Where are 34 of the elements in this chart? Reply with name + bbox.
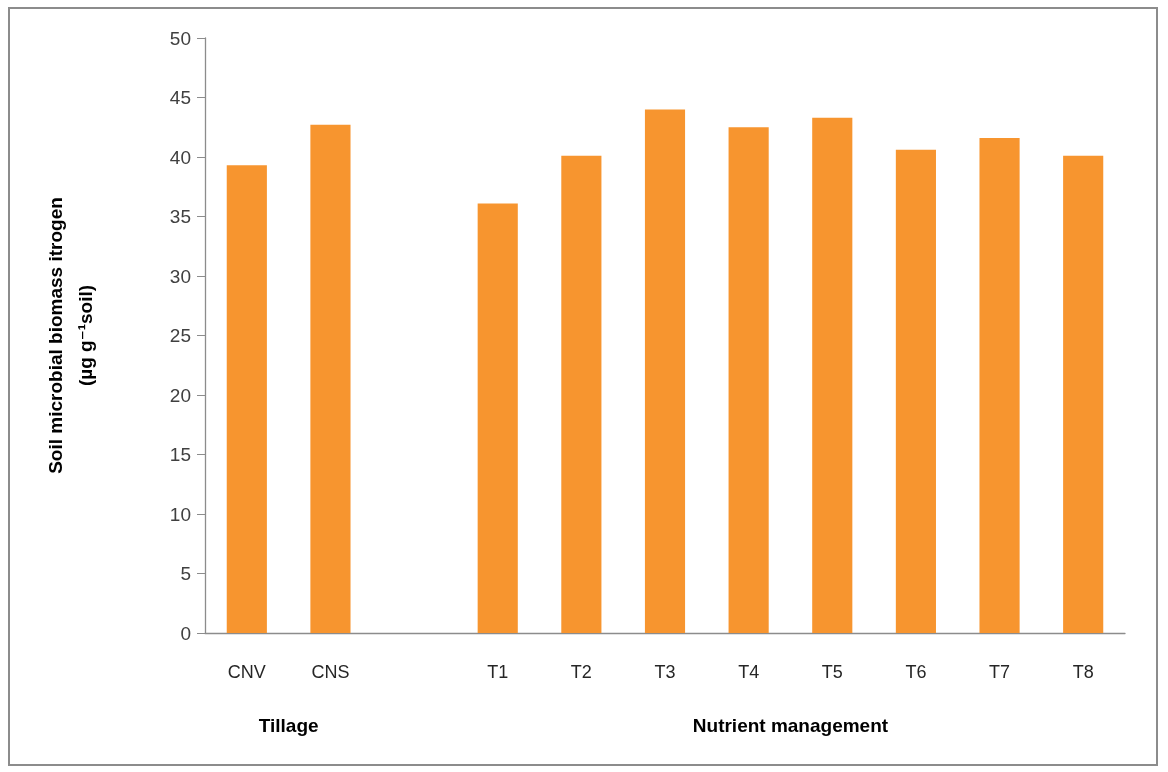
x-tick-label: T3 xyxy=(654,662,676,682)
y-tick-label: 15 xyxy=(169,444,191,465)
y-tick-label: 30 xyxy=(169,265,191,287)
y-tick-label: 40 xyxy=(169,146,191,168)
bar xyxy=(1063,155,1104,633)
bar xyxy=(979,137,1020,633)
y-tick-label: 10 xyxy=(169,503,191,525)
y-tick-label: 25 xyxy=(169,325,191,346)
y-tick-label: 0 xyxy=(180,622,191,644)
x-tick-label: T8 xyxy=(1072,662,1094,682)
x-tick-label: T6 xyxy=(905,662,927,682)
text: Tillage xyxy=(258,714,319,736)
y-tick-label: 45 xyxy=(169,87,191,108)
y-tick-label: 50 xyxy=(169,27,191,49)
bar xyxy=(644,109,686,633)
bar xyxy=(561,155,602,633)
x-tick-label: T5 xyxy=(821,662,843,682)
text: Nutrient management xyxy=(692,714,889,736)
bar xyxy=(477,203,518,633)
x-tick-label: T2 xyxy=(570,662,592,682)
x-tick-label: T7 xyxy=(989,662,1011,682)
y-tick-label: 5 xyxy=(180,563,191,584)
bar xyxy=(728,127,769,633)
bar xyxy=(310,124,351,633)
y-axis-title: Soil microbial biomass itrogen (µg g⁻¹soil) xyxy=(44,197,96,474)
bar xyxy=(812,117,853,633)
x-tick-label: CNV xyxy=(227,662,266,682)
x-tick-label: T4 xyxy=(738,662,760,682)
y-tick-label: 35 xyxy=(169,206,191,227)
bar xyxy=(226,165,267,633)
x-tick-label: CNS xyxy=(311,662,350,682)
y-tick-label: 20 xyxy=(169,384,191,406)
x-tick-label: T1 xyxy=(487,662,509,682)
bar xyxy=(895,149,936,633)
